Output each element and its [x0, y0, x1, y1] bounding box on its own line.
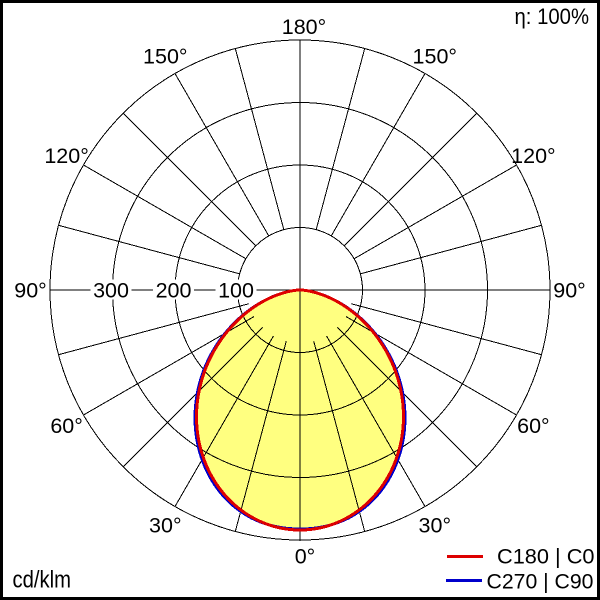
svg-text:100: 100	[218, 279, 254, 303]
svg-text:η: 100%: η: 100%	[515, 4, 590, 29]
svg-text:C180 | C0: C180 | C0	[497, 544, 595, 568]
svg-text:150°: 150°	[413, 45, 457, 69]
svg-text:300: 300	[93, 279, 129, 303]
svg-text:90°: 90°	[14, 279, 47, 303]
svg-text:180°: 180°	[282, 15, 326, 39]
svg-text:200: 200	[156, 279, 192, 303]
svg-text:120°: 120°	[511, 144, 555, 168]
svg-text:90°: 90°	[553, 279, 586, 303]
svg-text:C270 | C90: C270 | C90	[487, 569, 594, 593]
svg-text:60°: 60°	[50, 414, 83, 438]
svg-text:60°: 60°	[517, 414, 550, 438]
svg-text:30°: 30°	[419, 514, 452, 538]
svg-text:120°: 120°	[44, 144, 88, 168]
svg-text:150°: 150°	[143, 45, 187, 69]
svg-text:0°: 0°	[295, 544, 316, 568]
svg-text:cd/klm: cd/klm	[13, 567, 72, 594]
svg-text:30°: 30°	[149, 514, 182, 538]
